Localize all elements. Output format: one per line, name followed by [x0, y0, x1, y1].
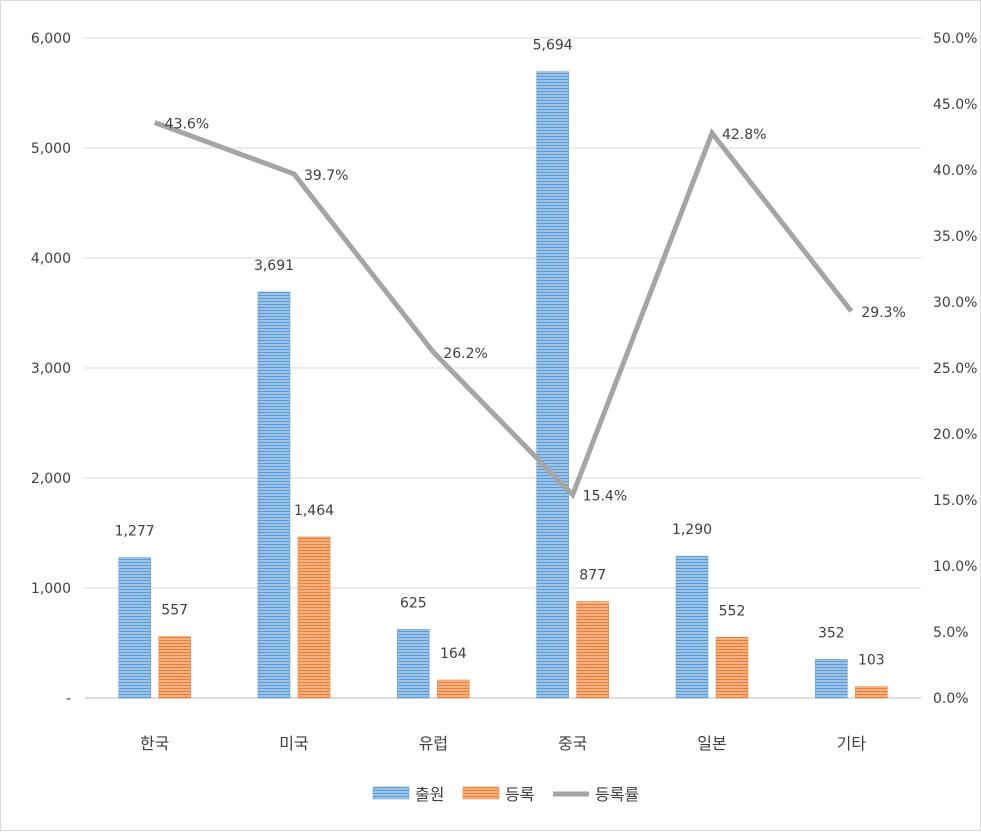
line-data-label: 29.3% — [861, 305, 905, 321]
y-right-tick-label: 5.0% — [933, 625, 969, 641]
bar-data-label: 1,277 — [115, 524, 155, 540]
registration-rate-line — [153, 120, 854, 500]
x-category-label: 한국 — [140, 734, 169, 753]
bar-application — [536, 71, 569, 699]
bar-application — [397, 629, 430, 699]
y-right-tick-label: 10.0% — [933, 559, 977, 575]
y-right-tick-label: 35.0% — [933, 229, 977, 245]
legend-label: 등록률 — [595, 785, 639, 804]
bar-application — [118, 557, 151, 699]
bar-registration — [158, 636, 191, 699]
bar-data-label: 877 — [579, 568, 606, 584]
bar-application — [257, 291, 291, 699]
legend-swatch-application — [372, 786, 410, 800]
line-data-label: 15.4% — [583, 489, 627, 505]
bar-data-label: 1,290 — [672, 522, 712, 538]
y-left-tick-label: 1,000 — [31, 581, 71, 597]
y-right-tick-label: 25.0% — [933, 361, 977, 377]
bar-data-label: 552 — [719, 603, 746, 619]
y-right-tick-label: 20.0% — [933, 427, 977, 443]
line-data-label: 43.6% — [165, 116, 209, 132]
line-data-label: 39.7% — [304, 168, 348, 184]
bar-data-label: 625 — [400, 595, 427, 611]
x-category-label: 유럽 — [419, 734, 448, 753]
x-category-label: 중국 — [558, 734, 587, 753]
bar-data-label: 103 — [858, 653, 885, 669]
y-left-tick-label: 5,000 — [31, 141, 71, 157]
bar-data-label: 5,694 — [533, 38, 573, 54]
y-right-tick-label: 50.0% — [933, 31, 977, 47]
bar-application — [675, 555, 709, 699]
bar-data-label: 352 — [818, 625, 845, 641]
bar-registration — [576, 601, 609, 699]
y-left-tick-label: 6,000 — [31, 31, 71, 47]
legend-label: 출원 — [415, 785, 444, 804]
bar-data-label: 164 — [440, 646, 467, 662]
y-right-tick-label: 30.0% — [933, 295, 977, 311]
y-right-tick-label: 40.0% — [933, 163, 977, 179]
y-right-tick-label: 0.0% — [933, 691, 969, 707]
y-left-tick-label: - — [66, 691, 71, 707]
y-left-tick-label: 4,000 — [31, 251, 71, 267]
bar-registration — [855, 686, 888, 699]
bar-registration — [297, 536, 331, 699]
bar-data-label: 1,464 — [294, 503, 334, 519]
legend-swatch-registration — [462, 786, 500, 800]
y-right-tick-label: 15.0% — [933, 493, 977, 509]
x-category-label: 기타 — [837, 734, 867, 753]
line-data-label: 42.8% — [722, 127, 766, 143]
bar-application — [815, 659, 848, 699]
bar-data-label: 557 — [161, 603, 188, 619]
x-category-label: 미국 — [279, 734, 308, 753]
y-left-tick-label: 3,000 — [31, 361, 71, 377]
line-data-label: 26.2% — [443, 346, 487, 362]
y-left-tick-label: 2,000 — [31, 471, 71, 487]
bar-registration — [437, 679, 470, 699]
legend-label: 등록 — [505, 785, 534, 804]
y-right-tick-label: 45.0% — [933, 97, 977, 113]
bar-registration — [715, 637, 749, 699]
bar-data-label: 3,691 — [254, 258, 294, 274]
x-category-label: 일본 — [697, 734, 726, 753]
